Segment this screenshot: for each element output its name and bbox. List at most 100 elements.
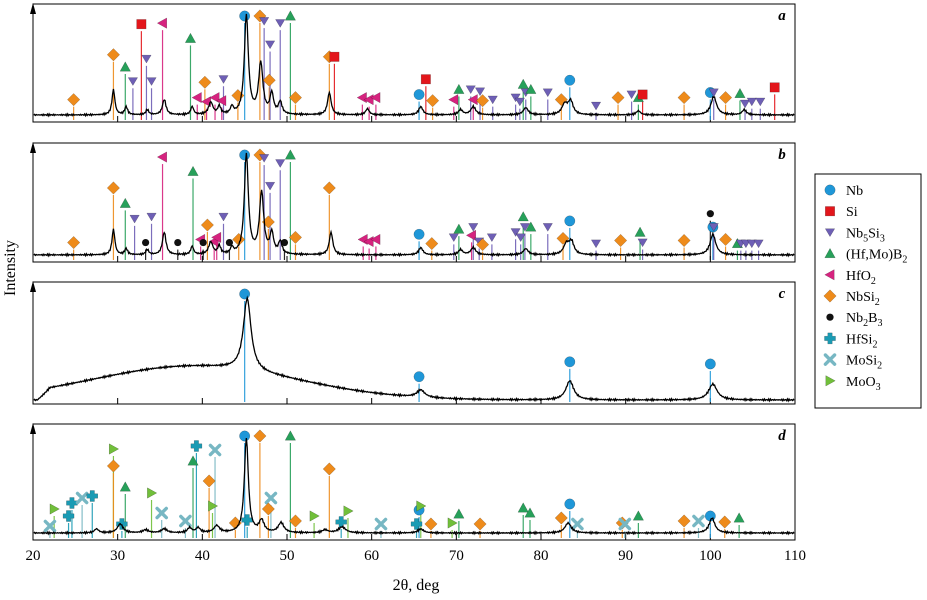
marker-nb — [239, 149, 251, 161]
marker-nb2b3 — [199, 238, 207, 247]
marker-hfsi2 — [335, 516, 347, 528]
marker-nb5si3 — [637, 238, 648, 248]
panel-tag: c — [779, 286, 786, 302]
marker-hfo2 — [370, 233, 381, 246]
marker-si — [637, 89, 648, 100]
marker-si — [136, 19, 147, 30]
marker-hfo2 — [211, 231, 222, 244]
marker-nb — [413, 228, 425, 240]
marker-nb5si3 — [626, 90, 637, 100]
marker-hfmob2 — [525, 221, 537, 232]
marker-nb2b3 — [706, 210, 714, 218]
marker-hfmob2 — [524, 507, 536, 518]
marker-nb5si3 — [141, 54, 152, 64]
marker-hfmob2 — [733, 512, 745, 523]
marker-moo3 — [447, 517, 458, 529]
panel-frame — [32, 3, 796, 123]
legend-label: MoO3 — [846, 375, 881, 393]
x-axis-label: 2θ, deg — [393, 577, 440, 594]
legend-item-moo3: MoO3 — [825, 375, 881, 393]
marker-nbsi2 — [476, 238, 490, 252]
marker-hfo2 — [191, 91, 202, 104]
marker-nb — [704, 358, 716, 370]
marker-hfsi2 — [190, 440, 203, 452]
marker-nb5si3 — [259, 17, 270, 26]
marker-nbsi2 — [718, 515, 732, 529]
legend-marker-hfo2 — [824, 269, 835, 281]
marker-nbsi2 — [611, 91, 625, 105]
legend-item-hfo2: HfO2 — [824, 269, 876, 287]
legend-label: Nb2B3 — [846, 311, 882, 329]
marker-moo3 — [343, 505, 354, 517]
panel-tag: b — [778, 147, 786, 163]
x-tick-label: 30 — [110, 548, 125, 564]
marker-nb5si3 — [218, 75, 229, 84]
marker-nb2b3 — [280, 238, 289, 247]
y-axis-arrow — [30, 142, 36, 153]
marker-moo3 — [208, 500, 219, 512]
phase-markers — [67, 9, 780, 111]
marker-nbsi2 — [554, 93, 568, 107]
marker-mosi2 — [208, 443, 222, 457]
legend-item-si: Si — [825, 205, 858, 220]
marker-hfmob2 — [453, 508, 465, 519]
marker-nb5si3 — [514, 97, 525, 107]
marker-nb5si3 — [465, 85, 476, 95]
marker-si — [329, 51, 340, 62]
marker-nb5si3 — [510, 228, 521, 237]
panel-a: a — [30, 3, 796, 123]
marker-hfmob2 — [734, 87, 746, 98]
marker-hfmob2 — [284, 10, 297, 21]
legend-marker-nbsi2 — [823, 289, 837, 303]
marker-nbsi2 — [677, 233, 691, 248]
panel-frame — [32, 142, 796, 263]
phase-markers — [239, 288, 716, 383]
marker-nb5si3 — [146, 77, 157, 86]
marker-mosi2 — [571, 517, 584, 531]
marker-mosi2 — [618, 517, 632, 531]
marker-hfmob2 — [187, 165, 199, 176]
marker-nb5si3 — [753, 239, 764, 249]
marker-hfmob2 — [453, 223, 465, 234]
legend-marker-mosi2 — [823, 353, 837, 366]
marker-nbsi2 — [67, 235, 81, 250]
marker-mosi2 — [692, 514, 705, 528]
marker-nb5si3 — [746, 239, 757, 249]
x-tick-label: 80 — [534, 548, 549, 564]
x-tick-label: 70 — [449, 548, 464, 564]
marker-nb2b3 — [174, 238, 182, 247]
marker-hfo2 — [467, 94, 478, 106]
marker-moo3 — [309, 510, 320, 522]
xrd-pattern-d — [33, 438, 795, 536]
marker-hfo2 — [357, 233, 368, 246]
marker-nb5si3 — [755, 97, 766, 107]
marker-si — [769, 82, 780, 93]
legend-item-nb2b3: Nb2B3 — [826, 311, 882, 329]
x-tick-label: 50 — [280, 548, 295, 564]
marker-nb5si3 — [486, 233, 498, 243]
marker-hfo2 — [448, 94, 459, 106]
marker-hfmob2 — [525, 83, 537, 94]
y-axis-label: Intensity — [2, 240, 19, 296]
marker-nb5si3 — [129, 214, 140, 224]
legend-item-mosi2: MoSi2 — [823, 353, 882, 372]
marker-mosi2 — [75, 491, 89, 505]
reference-lines — [73, 23, 776, 120]
marker-hfmob2 — [119, 481, 131, 492]
marker-nbsi2 — [67, 93, 81, 107]
reference-lines — [244, 301, 711, 402]
marker-nb5si3 — [739, 99, 751, 109]
legend-item-hfsi2: HfSi2 — [824, 332, 877, 350]
x-tick-label: 110 — [784, 548, 806, 564]
marker-hfmob2 — [453, 83, 465, 94]
x-tick-label: 60 — [364, 548, 379, 564]
marker-nbsi2 — [473, 517, 487, 531]
legend-label: Nb — [846, 184, 863, 199]
marker-nb5si3 — [590, 239, 602, 249]
y-axis-arrow — [30, 281, 36, 292]
y-axis-arrow — [30, 423, 36, 434]
marker-moo3 — [108, 443, 120, 455]
marker-nb5si3 — [259, 154, 270, 163]
marker-nb — [413, 371, 425, 383]
marker-nbsi2 — [253, 429, 267, 443]
